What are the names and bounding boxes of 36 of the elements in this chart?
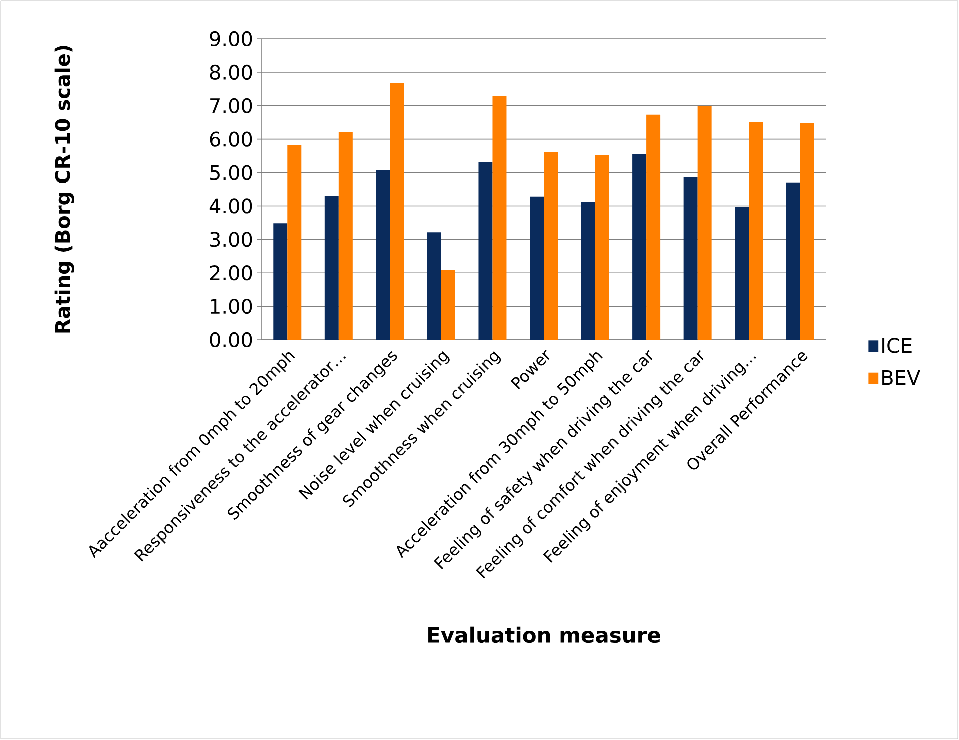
bar — [441, 270, 456, 340]
bar — [338, 132, 353, 340]
bar — [800, 123, 814, 340]
y-tick-label: 5.00 — [210, 165, 252, 180]
y-tick-label: 3.00 — [210, 232, 252, 248]
bar — [581, 202, 596, 340]
x-axis-title: Evaluation measure — [428, 626, 660, 644]
bar — [376, 170, 390, 340]
y-tick-label: 4.00 — [210, 198, 252, 214]
bar — [786, 182, 800, 340]
y-tick-label: 1.00 — [211, 298, 252, 314]
bar — [288, 145, 302, 340]
y-tick-label: 6.00 — [210, 132, 252, 147]
y-tick-label: 2.00 — [210, 266, 252, 281]
y-tick-label: 9.00 — [210, 31, 252, 47]
y-tick-label: 7.00 — [210, 98, 252, 114]
bar — [632, 154, 647, 340]
bar — [646, 114, 661, 340]
bar — [684, 177, 698, 340]
y-tick-label: 8.00 — [210, 64, 252, 80]
bar — [735, 208, 750, 340]
bar — [390, 83, 404, 340]
bar — [595, 155, 610, 340]
bar — [274, 224, 288, 340]
bar — [530, 196, 544, 340]
legend-label: BEV — [882, 370, 920, 386]
bar — [749, 122, 764, 340]
legend-label: ICE — [882, 338, 912, 354]
bar — [478, 162, 493, 340]
y-tick-label: 0.00 — [210, 332, 252, 348]
bar — [427, 232, 442, 340]
bar — [698, 106, 712, 340]
bar — [544, 152, 558, 340]
y-axis-title: Rating (Borg CR-10 scale) — [54, 46, 74, 333]
bar — [492, 96, 507, 340]
bar — [324, 196, 339, 340]
